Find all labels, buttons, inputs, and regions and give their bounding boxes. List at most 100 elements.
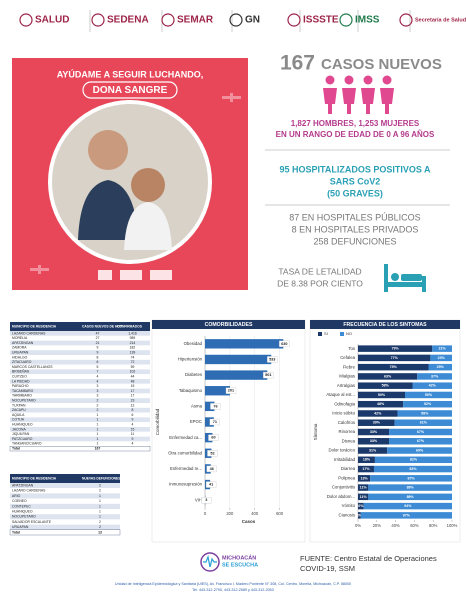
table-cell: 9 bbox=[97, 350, 99, 354]
y-tick-label: Rinorrea bbox=[339, 429, 356, 434]
value-label: 3% bbox=[357, 513, 363, 517]
chart-title-bar bbox=[152, 320, 305, 329]
x-tick-label: 200 bbox=[226, 511, 234, 516]
poster-logo bbox=[98, 270, 112, 280]
chart-title: COMORBILIDADES bbox=[205, 322, 253, 328]
value-label: 23% bbox=[438, 356, 446, 360]
value-label: 71 bbox=[213, 420, 217, 424]
bar-segment bbox=[358, 447, 388, 454]
value-label-box bbox=[208, 434, 219, 441]
value-label: 3 bbox=[205, 498, 207, 502]
value-label: 67% bbox=[417, 439, 425, 443]
bar-segment bbox=[358, 484, 369, 491]
table-cell: 1 bbox=[99, 509, 101, 513]
bar bbox=[205, 417, 214, 427]
y-tick-label: Vómito bbox=[342, 503, 356, 508]
bar-segment bbox=[358, 456, 375, 464]
bar-segment bbox=[387, 447, 452, 454]
table-cell: PATZCUARO bbox=[12, 437, 33, 441]
detail-text: 8 EN HOSPITALES PRIVADOS bbox=[292, 224, 419, 234]
y-tick-label: Tos bbox=[348, 346, 355, 351]
table-row bbox=[10, 427, 150, 432]
source-text: COVID-19, SSM bbox=[300, 564, 355, 573]
chart-panel bbox=[151, 319, 306, 543]
decor-cross bbox=[222, 93, 241, 102]
table-cell: 1 bbox=[97, 427, 99, 431]
x-tick-label: 600 bbox=[276, 511, 284, 516]
bar-segment bbox=[405, 391, 452, 399]
table-cell: 8 bbox=[97, 355, 99, 359]
hospital-text: 95 HOSPITALIZADOS POSITIVOS A bbox=[279, 164, 431, 174]
table-row bbox=[10, 350, 150, 355]
table-cell: 15 bbox=[131, 427, 135, 431]
value-label: 58% bbox=[421, 411, 429, 415]
bar-segment bbox=[370, 475, 452, 482]
chart-title: FRECUENCIA DE LOS SINTOMAS bbox=[343, 322, 427, 328]
value-label: 630 bbox=[281, 342, 287, 346]
logo-emblem bbox=[287, 13, 301, 27]
bar-segment bbox=[389, 428, 452, 436]
people-icon bbox=[323, 75, 394, 114]
footer-logo-icon bbox=[200, 552, 220, 572]
value-label: 94% bbox=[404, 504, 412, 508]
bar-segment bbox=[358, 419, 395, 426]
legend-swatch bbox=[318, 332, 322, 336]
logo-emblem bbox=[19, 13, 33, 27]
table-cell: 1,416 bbox=[128, 331, 137, 335]
table-row bbox=[10, 374, 150, 379]
bar-segment bbox=[389, 438, 452, 445]
table-cell: 44 bbox=[131, 374, 135, 378]
table-row bbox=[10, 359, 150, 365]
table-cell: 2 bbox=[99, 483, 101, 487]
value-label: 21% bbox=[439, 347, 447, 351]
table-header-text: CONFIRMADOS bbox=[117, 324, 143, 328]
address-text: Unidad de Inteligencia Epidemiológica y … bbox=[115, 582, 351, 586]
logo-text: Secretaría de Salud bbox=[415, 17, 466, 23]
table-header bbox=[10, 474, 120, 483]
logo-text: SALUD bbox=[35, 15, 69, 26]
table-cell: URUAPAN bbox=[12, 350, 29, 354]
table-cell: 23 bbox=[131, 398, 135, 402]
poster-logo bbox=[150, 270, 172, 280]
value-label: 61% bbox=[420, 421, 428, 425]
legend-swatch bbox=[340, 332, 344, 336]
y-tick-label: VIH bbox=[195, 497, 202, 502]
table-cell: 1 bbox=[97, 413, 99, 417]
value-label: 11% bbox=[360, 495, 368, 499]
table-cell: 17 bbox=[131, 394, 135, 398]
value-label: 75% bbox=[390, 365, 398, 369]
value-label: 533 bbox=[269, 357, 275, 361]
table-cell: AQUILA bbox=[12, 413, 25, 417]
table-cell: ARIO bbox=[12, 494, 21, 498]
table-cell: 21 bbox=[96, 341, 100, 345]
logo-text: ISSSTE bbox=[303, 15, 339, 26]
photo-person bbox=[78, 180, 138, 240]
table-row bbox=[10, 407, 150, 413]
table-row bbox=[10, 514, 120, 520]
bar-segment bbox=[358, 438, 390, 445]
value-label: 83% bbox=[409, 467, 417, 471]
value-label: 76 bbox=[213, 404, 217, 408]
table-cell: 15 bbox=[131, 384, 135, 388]
y-tick-label: Enfermedad re... bbox=[170, 466, 202, 471]
table-row bbox=[10, 488, 120, 494]
bar-segment bbox=[432, 345, 452, 352]
value-label: 60 bbox=[211, 436, 215, 440]
table-cell: 182 bbox=[130, 346, 136, 350]
table-row bbox=[10, 335, 150, 341]
table-row bbox=[10, 388, 150, 394]
y-tick-label: Mialgias bbox=[339, 374, 355, 379]
value-label-box bbox=[206, 465, 217, 473]
table-cell: 3 bbox=[97, 389, 99, 393]
bar-segment bbox=[363, 502, 452, 510]
legend-label: SI bbox=[324, 331, 328, 336]
table-row bbox=[10, 441, 150, 447]
y-tick-label: Fiebre bbox=[343, 364, 356, 369]
lethality-text: TASA DE LETALIDAD bbox=[278, 266, 361, 276]
x-tick-label: 400 bbox=[251, 511, 259, 516]
table-cell: 3 bbox=[97, 394, 99, 398]
table-header-text: NUEVAS DEFUNCIONES bbox=[82, 476, 121, 480]
table-cell: 1 bbox=[99, 499, 101, 503]
bar bbox=[205, 339, 284, 349]
